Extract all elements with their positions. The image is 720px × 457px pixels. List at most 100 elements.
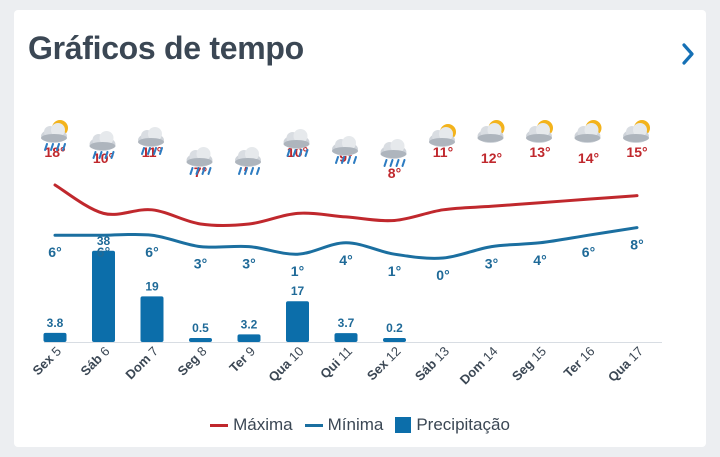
- min-temp-line: [53, 226, 639, 260]
- precip-label: 0.5: [192, 321, 209, 335]
- precip-bar: [237, 334, 261, 342]
- rain-drop: [104, 151, 109, 159]
- x-axis-label: Sáb 6: [77, 344, 112, 379]
- precip-legend-swatch: [395, 417, 412, 433]
- cloud-shadow: [380, 150, 407, 158]
- legend-min-label: Mínima: [327, 415, 384, 434]
- cloud-rain-icon: [332, 136, 358, 164]
- precip-bar: [189, 338, 212, 342]
- precip-bar: [383, 338, 406, 342]
- precip-label: 38: [97, 234, 111, 248]
- x-axis-label: Dom 14: [457, 344, 501, 388]
- rain-drop: [389, 159, 394, 167]
- min-temp-label: 3°: [194, 256, 207, 272]
- rain-drop: [195, 167, 200, 175]
- min-temp-label: 8°: [630, 237, 643, 253]
- cloud-shadow: [526, 134, 552, 142]
- rain-drop: [62, 143, 66, 151]
- x-axis-label: Ter 16: [561, 344, 598, 381]
- cloud-shape: [148, 127, 162, 141]
- rain-drop: [401, 159, 406, 167]
- cloud-shape: [439, 127, 453, 141]
- cloud-shadow: [283, 140, 310, 148]
- min-temp-label: 6°: [48, 244, 61, 260]
- max-temp-label: 14°: [578, 150, 599, 166]
- x-axis-label: Dom 7: [122, 344, 161, 383]
- cloud-rain-icon: [283, 129, 310, 157]
- chevron-right-icon[interactable]: [679, 40, 697, 68]
- rain-drop: [256, 167, 260, 175]
- min-temp-label: 1°: [291, 263, 304, 279]
- min-temp-label: 0°: [436, 267, 449, 283]
- rain-drop: [298, 149, 303, 157]
- min-temp-label: 4°: [339, 252, 352, 268]
- sun-cloud-icon: [429, 124, 456, 147]
- min-temp-label: 3°: [485, 256, 498, 272]
- cloud-shape: [99, 131, 114, 145]
- cloud-shadow: [138, 138, 164, 146]
- max-temp-label: 11°: [142, 144, 162, 160]
- max-temp-line: [53, 183, 639, 228]
- rain-drop: [207, 167, 212, 175]
- rain-drop: [147, 147, 151, 155]
- max-temp-label: 18°: [44, 144, 65, 160]
- sun-cloud-icon: [477, 120, 505, 143]
- cloud-shape: [342, 136, 356, 150]
- precip-bar: [140, 296, 164, 342]
- rain-drop: [141, 147, 145, 155]
- x-axis-label: Seg 8: [174, 344, 209, 379]
- precip-label: 3.2: [241, 317, 258, 331]
- cloud-shape: [196, 147, 211, 161]
- cloud-shadow: [477, 134, 504, 142]
- precip-label: 19: [145, 279, 159, 293]
- cloud-shape: [487, 123, 502, 137]
- rain-drop: [44, 143, 48, 151]
- rain-drop: [189, 167, 194, 175]
- legend-max[interactable]: Máxima: [210, 415, 293, 435]
- x-axis-label: Qua 10: [265, 344, 306, 385]
- rain-drop: [335, 156, 339, 164]
- sun-cloud-icon: [623, 120, 650, 143]
- sun-cloud-icon: [574, 120, 602, 143]
- max-temp-label: 8°: [388, 165, 401, 181]
- precip-label: 3.7: [338, 316, 355, 330]
- legend-precip[interactable]: Precipitação: [395, 415, 510, 435]
- max-temp-label: 11°: [433, 144, 453, 160]
- min-temp-label: 6°: [97, 244, 110, 260]
- min-temp-label: 1°: [388, 263, 401, 279]
- rain-drop: [92, 151, 97, 159]
- cloud-shadow: [332, 147, 358, 155]
- cloud-shadow: [89, 142, 116, 150]
- rain-drop: [244, 167, 248, 175]
- max-temp-label: 12°: [481, 150, 502, 166]
- min-temp-label: 3°: [242, 256, 255, 272]
- rain-drop: [98, 151, 103, 159]
- rain-drop: [110, 151, 115, 159]
- rain-drop: [341, 156, 345, 164]
- cloud-shadow: [429, 138, 455, 146]
- rain-drop: [383, 159, 388, 167]
- precip-label: 3.8: [47, 316, 64, 330]
- min-temp-label: 6°: [145, 244, 158, 260]
- legend-min[interactable]: Mínima: [304, 415, 384, 435]
- page-title: Gráficos de tempo: [28, 30, 304, 66]
- max-legend-swatch: [210, 423, 229, 427]
- legend-max-label: Máxima: [233, 415, 293, 434]
- sun-cloud-icon: [526, 120, 553, 143]
- precip-label: 0.2: [386, 321, 403, 335]
- rain-drop: [159, 147, 163, 155]
- precip-bar: [286, 301, 309, 342]
- x-axis-label: Sex 5: [29, 344, 64, 379]
- chart-legend: Máxima Mínima Precipitação: [14, 415, 706, 435]
- cloud-rain-icon: [89, 131, 116, 159]
- x-axis-label: Ter 9: [226, 344, 258, 376]
- legend-precip-label: Precipitação: [416, 415, 510, 434]
- x-axis-label: Qui 11: [317, 344, 355, 382]
- precip-bar: [43, 332, 67, 342]
- rain-drop: [250, 167, 254, 175]
- precip-bar: [92, 250, 115, 342]
- x-axis-label: Seg 15: [509, 344, 549, 384]
- cloud-shadow: [186, 158, 213, 166]
- cloud-shape: [245, 147, 259, 161]
- rain-drop: [286, 149, 291, 157]
